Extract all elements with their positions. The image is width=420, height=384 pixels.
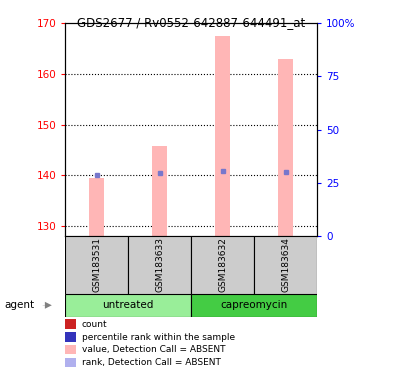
Bar: [65, 294, 191, 317]
Text: GSM183634: GSM183634: [281, 238, 290, 292]
Text: percentile rank within the sample: percentile rank within the sample: [82, 333, 235, 342]
Bar: [215, 36, 231, 236]
Bar: [152, 146, 168, 236]
Text: agent: agent: [4, 300, 34, 310]
Text: untreated: untreated: [102, 300, 154, 310]
Text: GSM183633: GSM183633: [155, 237, 164, 293]
Text: rank, Detection Call = ABSENT: rank, Detection Call = ABSENT: [82, 358, 221, 367]
Text: GDS2677 / Rv0552-642887-644491_at: GDS2677 / Rv0552-642887-644491_at: [77, 16, 305, 29]
Text: count: count: [82, 320, 108, 329]
Text: capreomycin: capreomycin: [220, 300, 288, 310]
Bar: [278, 58, 294, 236]
Text: value, Detection Call = ABSENT: value, Detection Call = ABSENT: [82, 345, 226, 354]
Bar: [191, 294, 317, 317]
Text: GSM183531: GSM183531: [92, 237, 101, 293]
Bar: [254, 236, 317, 294]
Text: GSM183632: GSM183632: [218, 238, 227, 292]
Bar: [89, 178, 105, 236]
Bar: [191, 236, 254, 294]
Bar: [65, 236, 128, 294]
Bar: [128, 236, 191, 294]
